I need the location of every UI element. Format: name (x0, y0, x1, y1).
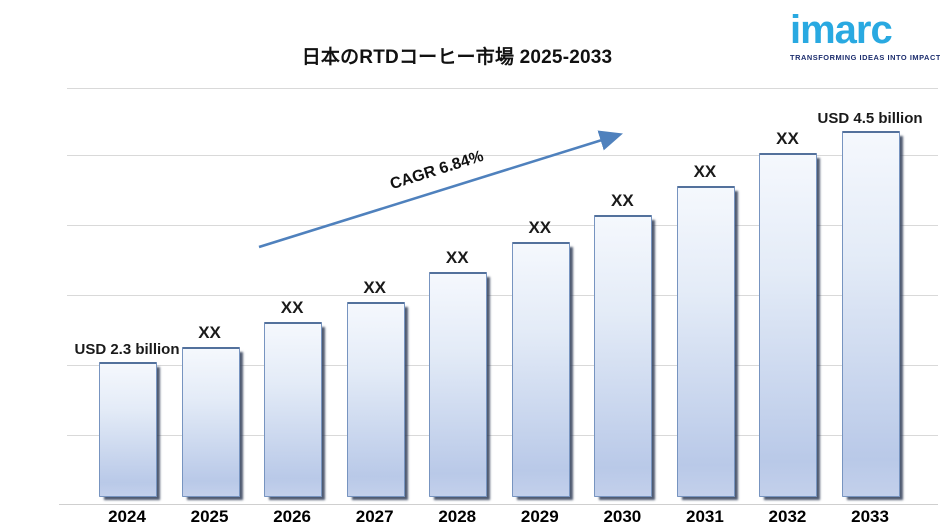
plot-area: USD 2.3 billion 2024 XX 2025 XX 2026 XX … (59, 88, 938, 526)
x-axis-year-label: 2033 (851, 507, 889, 526)
bar-value-label: XX (776, 129, 799, 148)
imarc-logo-tagline: TRANSFORMING IDEAS INTO IMPACT (790, 53, 940, 62)
x-axis-year-label: 2030 (603, 507, 642, 526)
gridline (67, 435, 938, 436)
bar-group: XX 2026 (251, 88, 333, 526)
x-axis-year-label: 2025 (190, 507, 229, 526)
gridline (67, 365, 938, 366)
bar-group: XX 2032 (746, 88, 828, 526)
imarc-logo: imarc TRANSFORMING IDEAS INTO IMPACT (790, 8, 940, 62)
bar-group: USD 2.3 billion 2024 (74, 88, 179, 526)
bar (676, 186, 735, 497)
chart-title: 日本のRTDコーヒー市場 2025-2033 (301, 47, 613, 68)
gridline (67, 88, 938, 89)
bar (594, 215, 653, 497)
bar-group: XX 2031 (664, 88, 746, 526)
bar (181, 347, 240, 497)
bar-group: XX 2030 (581, 88, 663, 526)
x-axis-year-label: 2026 (273, 507, 312, 526)
x-axis-year-label: 2028 (438, 507, 477, 526)
bar-value-label: XX (445, 248, 469, 267)
bar-value-label: XX (280, 298, 304, 317)
bar-value-label: XX (693, 162, 717, 181)
bar (429, 272, 488, 497)
bar-value-label: XX (363, 278, 387, 297)
bar (759, 153, 818, 497)
gridline (67, 295, 938, 296)
x-axis-year-label: 2029 (520, 507, 559, 526)
x-axis-year-label: 2031 (685, 507, 724, 526)
bar-group: XX 2028 (416, 88, 498, 526)
bar (346, 302, 405, 497)
imarc-logo-wordmark: imarc (790, 8, 893, 52)
bar (842, 131, 901, 497)
bar-value-label: USD 4.5 billion (817, 110, 923, 127)
bar-value-label: USD 2.3 billion (74, 341, 180, 358)
x-axis-year-label: 2024 (108, 507, 146, 526)
x-axis-line (59, 504, 938, 505)
bar-group: XX 2027 (334, 88, 416, 526)
bar-group: USD 4.5 billion 2033 (818, 88, 923, 526)
bar (264, 322, 323, 497)
bar-value-label: XX (198, 323, 221, 342)
bar (99, 362, 157, 497)
bar-group: XX 2025 (169, 88, 251, 526)
bar (511, 242, 570, 497)
x-axis-year-label: 2027 (355, 507, 394, 526)
x-axis-year-label: 2032 (768, 507, 807, 526)
